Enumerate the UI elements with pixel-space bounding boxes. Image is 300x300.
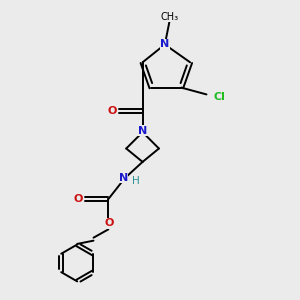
Text: N: N <box>160 40 170 50</box>
Text: O: O <box>108 106 117 116</box>
Text: H: H <box>132 176 140 186</box>
Text: O: O <box>104 218 114 228</box>
Text: O: O <box>74 194 83 204</box>
Text: CH₃: CH₃ <box>161 12 179 22</box>
Text: Cl: Cl <box>213 92 225 101</box>
Text: N: N <box>138 126 147 136</box>
Text: N: N <box>118 172 128 183</box>
